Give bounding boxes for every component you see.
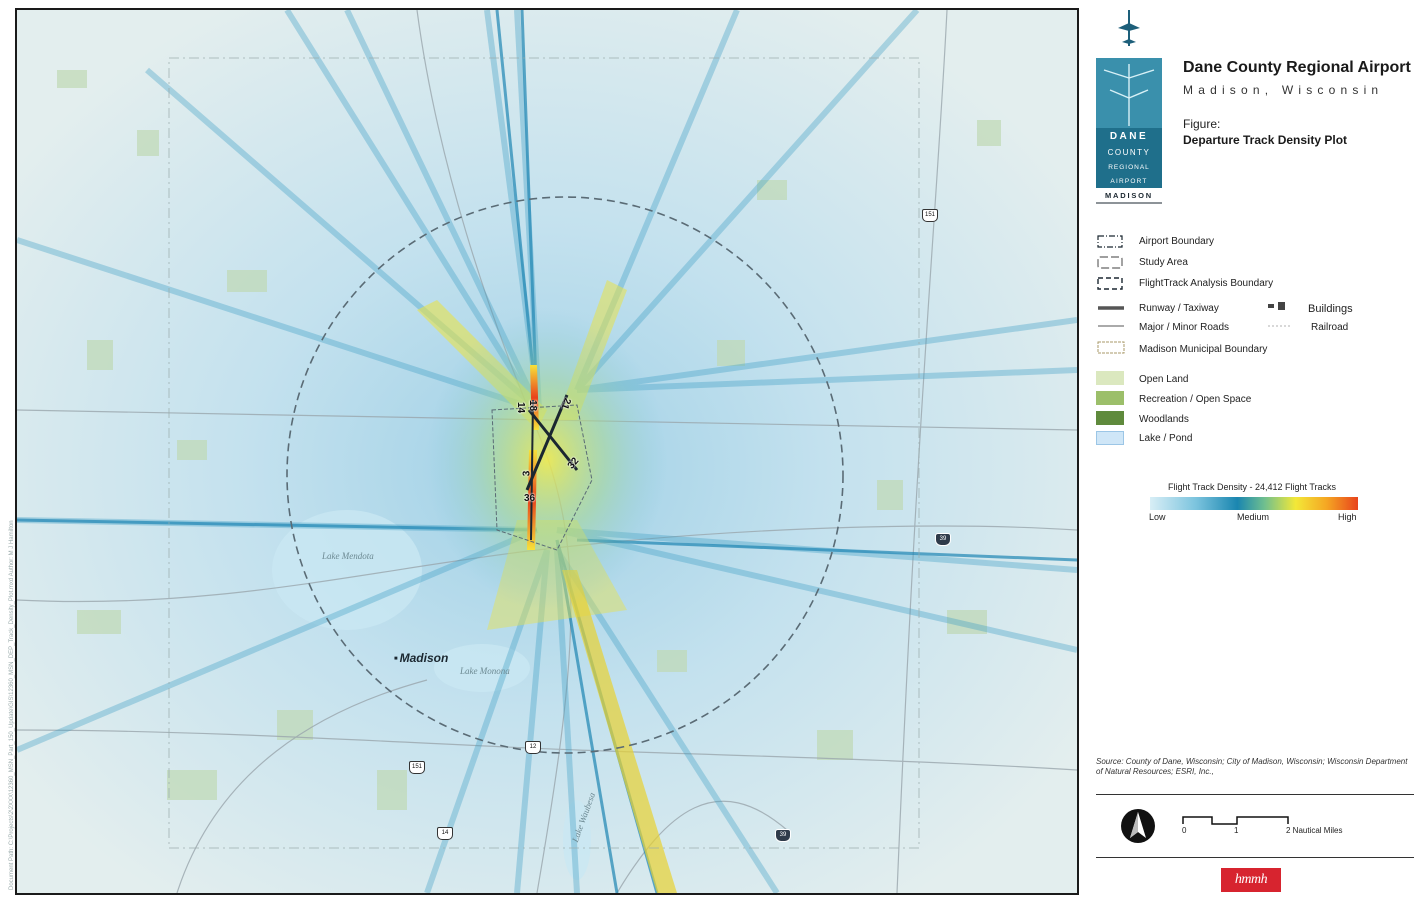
- divider-top: [1096, 794, 1414, 795]
- hmmh-logo: hmmh: [1221, 868, 1281, 892]
- map-subtitle: Madison, Wisconsin: [1183, 83, 1384, 97]
- runway-label-3: 3: [521, 470, 533, 477]
- woodlands-swatch: [1096, 411, 1124, 425]
- scale-label-2: 2 Nautical Miles: [1286, 826, 1343, 835]
- building-rail-swatches: [1268, 302, 1292, 327]
- logo-line-county: COUNTY: [1108, 148, 1151, 157]
- logo-line-madison: MADISON: [1105, 191, 1153, 200]
- legend-major-minor-roads: Major / Minor Roads: [1139, 322, 1230, 333]
- logo-line-airport: AIRPORT: [1110, 178, 1147, 185]
- legend-panel: DANE COUNTY REGIONAL AIRPORT MADISON Dan…: [1088, 0, 1426, 899]
- document-path-note: Document Path: C:\Projects\2\2XXX\12360_…: [2, 430, 16, 890]
- lake-monona-shape: [434, 644, 530, 692]
- map-title: Dane County Regional Airport: [1183, 59, 1411, 76]
- study-area-boundary: [168, 57, 920, 849]
- route-shield-i39-east: 39: [935, 533, 951, 546]
- legend-flighttrack-boundary: FlightTrack Analysis Boundary: [1139, 278, 1274, 289]
- runways: [525, 365, 579, 550]
- legend-airport-boundary: Airport Boundary: [1139, 236, 1215, 247]
- lake-monona-label: Lake Monona: [460, 666, 510, 676]
- airport-logo: DANE COUNTY REGIONAL AIRPORT MADISON: [1096, 10, 1162, 204]
- legend-municipal-boundary: Madison Municipal Boundary: [1139, 344, 1268, 355]
- airport-boundary: [491, 404, 593, 551]
- scale-label-0: 0: [1182, 826, 1187, 835]
- runway-label-18: 18: [527, 399, 539, 412]
- open-land-swatch: [1096, 371, 1124, 385]
- route-shield-us151-north: 151: [922, 209, 938, 222]
- lake-waubesa-shape: [563, 800, 591, 880]
- line-swatches: [1097, 306, 1125, 354]
- density-scale-title: Flight Track Density - 24,412 Flight Tra…: [1168, 482, 1337, 492]
- route-shield-us12: 12: [525, 741, 541, 754]
- divider-bottom: [1096, 857, 1414, 858]
- scale-bar: [1182, 816, 1289, 825]
- runway-label-36: 36: [524, 493, 536, 504]
- boundary-swatches: [1097, 235, 1123, 290]
- figure-label: Figure:: [1183, 117, 1221, 131]
- figure-name: Departure Track Density Plot: [1183, 133, 1348, 147]
- route-shield-us151-south: 151: [409, 761, 425, 774]
- logo-line-dane: DANE: [1110, 131, 1148, 142]
- runway-label-14: 14: [515, 401, 527, 414]
- lake-swatch: [1096, 431, 1124, 445]
- open-land-patches: [57, 70, 1001, 810]
- flighttrack-analysis-boundary: [286, 196, 844, 754]
- logo-line-regional: REGIONAL: [1108, 164, 1150, 171]
- legend-buildings: Buildings: [1308, 303, 1353, 315]
- density-plumes: [417, 280, 677, 893]
- legend-open-land: Open Land: [1139, 374, 1189, 385]
- legend-railroad: Railroad: [1311, 322, 1349, 333]
- density-color-ramp: [1150, 497, 1358, 510]
- legend-runway-taxiway: Runway / Taxiway: [1139, 303, 1219, 314]
- madison-city-label: Madison: [394, 651, 449, 665]
- map-canvas: [17, 10, 1077, 893]
- route-shield-us14: 14: [437, 827, 453, 840]
- legend-woodlands: Woodlands: [1139, 414, 1189, 425]
- density-map[interactable]: Lake Mendota Lake Monona Lake Waubesa Ma…: [15, 8, 1079, 895]
- density-high-label: High: [1338, 512, 1357, 522]
- legend-lake-pond: Lake / Pond: [1139, 433, 1193, 444]
- source-note: Source: County of Dane, Wisconsin; City …: [1096, 757, 1408, 776]
- density-low-label: Low: [1149, 512, 1166, 522]
- recreation-swatch: [1096, 391, 1124, 405]
- lake-mendota-shape: [272, 510, 422, 630]
- airplane-icon: [1118, 10, 1140, 46]
- scale-label-1: 1: [1234, 826, 1239, 835]
- legend-recreation: Recreation / Open Space: [1139, 394, 1252, 405]
- route-shield-i39-south: 39: [775, 829, 791, 842]
- legend-study-area: Study Area: [1139, 257, 1188, 268]
- lake-mendota-label: Lake Mendota: [322, 551, 374, 561]
- north-arrow-icon: [1121, 809, 1155, 843]
- density-medium-label: Medium: [1237, 512, 1270, 522]
